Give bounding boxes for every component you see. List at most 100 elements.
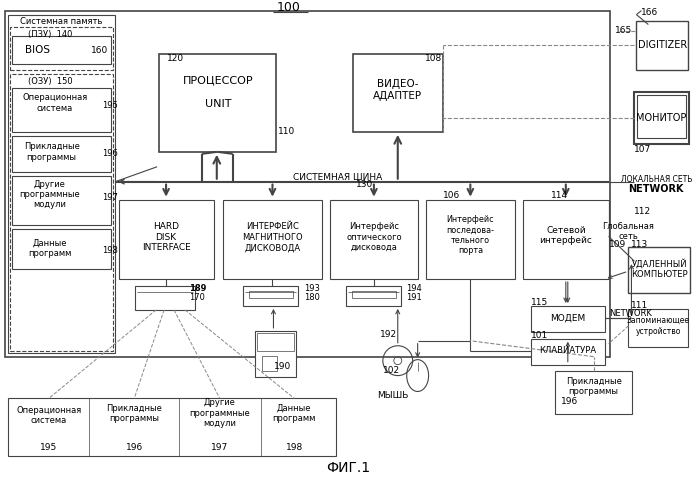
Text: Прикладные
программы: Прикладные программы	[565, 377, 621, 396]
Bar	[628, 309, 688, 347]
Text: Системная память: Системная память	[20, 17, 103, 26]
Text: 198: 198	[286, 443, 303, 452]
Text: 192: 192	[380, 330, 397, 339]
Text: 115: 115	[531, 299, 548, 308]
Text: СИСТЕМНАЯ ШИНА: СИСТЕМНАЯ ШИНА	[294, 173, 383, 182]
Text: 110: 110	[278, 128, 296, 136]
Bar	[249, 291, 294, 298]
Text: 193: 193	[304, 284, 320, 293]
Text: NETWORK: NETWORK	[628, 184, 684, 193]
Text: 197: 197	[211, 443, 229, 452]
Text: 108: 108	[424, 54, 442, 63]
Text: МОДЕМ: МОДЕМ	[550, 313, 586, 323]
Text: 194: 194	[405, 284, 421, 293]
Text: МОНИТОР: МОНИТОР	[636, 113, 686, 123]
Bar	[628, 247, 690, 293]
Text: (ОЗУ)  150: (ОЗУ) 150	[28, 77, 73, 86]
Text: 190: 190	[273, 362, 291, 371]
Bar	[159, 54, 276, 152]
Text: Данные
программ: Данные программ	[273, 404, 316, 423]
Text: 198: 198	[103, 246, 118, 255]
Bar	[12, 36, 111, 64]
Text: КЛАВИАТУРА: КЛАВИАТУРА	[539, 346, 596, 355]
Text: 102: 102	[382, 366, 400, 375]
Text: 196: 196	[561, 397, 578, 406]
Bar	[637, 95, 686, 138]
Text: Прикладные
программы: Прикладные программы	[24, 142, 80, 162]
Bar	[8, 14, 115, 353]
Bar	[353, 54, 442, 132]
Text: Прикладные
программы: Прикладные программы	[106, 404, 162, 423]
Text: NETWORK: NETWORK	[609, 310, 652, 318]
Text: 189: 189	[189, 284, 206, 293]
Text: Интерфейс
оптического
дисковода: Интерфейс оптического дисковода	[346, 222, 402, 252]
Text: 170: 170	[189, 292, 205, 301]
Text: 100: 100	[276, 1, 301, 14]
Bar	[635, 92, 689, 144]
Text: Запоминающее
устройство: Запоминающее устройство	[627, 316, 690, 336]
Text: 111: 111	[631, 301, 649, 311]
Text: 112: 112	[635, 207, 651, 216]
Text: BIOS: BIOS	[25, 46, 50, 55]
Bar	[12, 88, 111, 132]
Text: DIGITIZER: DIGITIZER	[637, 40, 687, 50]
Text: ВИДЕО-
АДАПТЕР: ВИДЕО- АДАПТЕР	[373, 79, 422, 101]
Text: 107: 107	[635, 145, 651, 155]
Bar	[261, 356, 278, 371]
Text: HARD
DISK
INTERFACE: HARD DISK INTERFACE	[142, 222, 190, 252]
Bar	[10, 74, 113, 351]
Text: 180: 180	[304, 292, 320, 301]
Text: Операционная
система: Операционная система	[22, 94, 87, 113]
Bar	[330, 200, 417, 279]
Bar	[12, 229, 111, 269]
Text: 120: 120	[167, 54, 184, 63]
Bar	[8, 398, 336, 456]
Bar	[257, 333, 294, 351]
Text: Операционная
система: Операционная система	[16, 406, 81, 425]
Text: ИНТЕРФЕЙС
МАГНИТНОГО
ДИСКОВОДА: ИНТЕРФЕЙС МАГНИТНОГО ДИСКОВОДА	[242, 222, 303, 252]
Bar	[636, 21, 688, 70]
Text: Данные
программ: Данные программ	[28, 239, 71, 258]
Text: 197: 197	[103, 193, 118, 202]
Text: МЫШЬ: МЫШЬ	[377, 391, 408, 400]
Text: ПРОЦЕССОР

UNIT: ПРОЦЕССОР UNIT	[182, 75, 253, 109]
Bar	[555, 371, 633, 414]
Bar	[12, 176, 111, 226]
Text: 114: 114	[551, 191, 568, 200]
Text: (ПЗУ)  140: (ПЗУ) 140	[28, 30, 72, 39]
Text: 196: 196	[126, 443, 143, 452]
Text: 196: 196	[103, 149, 118, 158]
Bar	[135, 286, 195, 310]
Text: 109: 109	[609, 240, 626, 249]
Text: ЛОКАЛЬНАЯ СЕТЬ: ЛОКАЛЬНАЯ СЕТЬ	[621, 175, 692, 184]
Bar	[223, 200, 322, 279]
Bar	[531, 306, 605, 332]
Text: Интерфейс
последова-
тельного
порта: Интерфейс последова- тельного порта	[447, 215, 494, 255]
Bar	[10, 26, 113, 70]
Bar	[254, 331, 296, 377]
Bar	[120, 200, 214, 279]
Text: Другие
программные
модули: Другие программные модули	[189, 398, 250, 428]
Text: 113: 113	[631, 240, 649, 249]
Bar	[243, 286, 298, 306]
Text: 166: 166	[642, 8, 658, 17]
Bar	[12, 136, 111, 172]
Text: 106: 106	[442, 191, 460, 200]
Text: 165: 165	[614, 26, 632, 35]
Bar	[523, 200, 609, 279]
Text: 160: 160	[91, 46, 108, 55]
Text: 130: 130	[356, 180, 373, 189]
Bar	[352, 291, 396, 298]
Text: 191: 191	[405, 292, 421, 301]
Bar	[346, 286, 401, 306]
Text: Сетевой
интерфейс: Сетевой интерфейс	[540, 226, 592, 245]
Text: Глобальная
сеть: Глобальная сеть	[603, 222, 654, 241]
Text: УДАЛЕННЫЙ
КОМПЬЮТЕР: УДАЛЕННЫЙ КОМПЬЮТЕР	[631, 259, 688, 279]
Text: ФИГ.1: ФИГ.1	[326, 461, 370, 475]
Text: 101: 101	[531, 331, 548, 340]
Text: 195: 195	[103, 101, 118, 109]
Bar	[531, 339, 605, 365]
Text: 195: 195	[40, 443, 57, 452]
Bar	[426, 200, 515, 279]
Bar	[5, 11, 610, 357]
